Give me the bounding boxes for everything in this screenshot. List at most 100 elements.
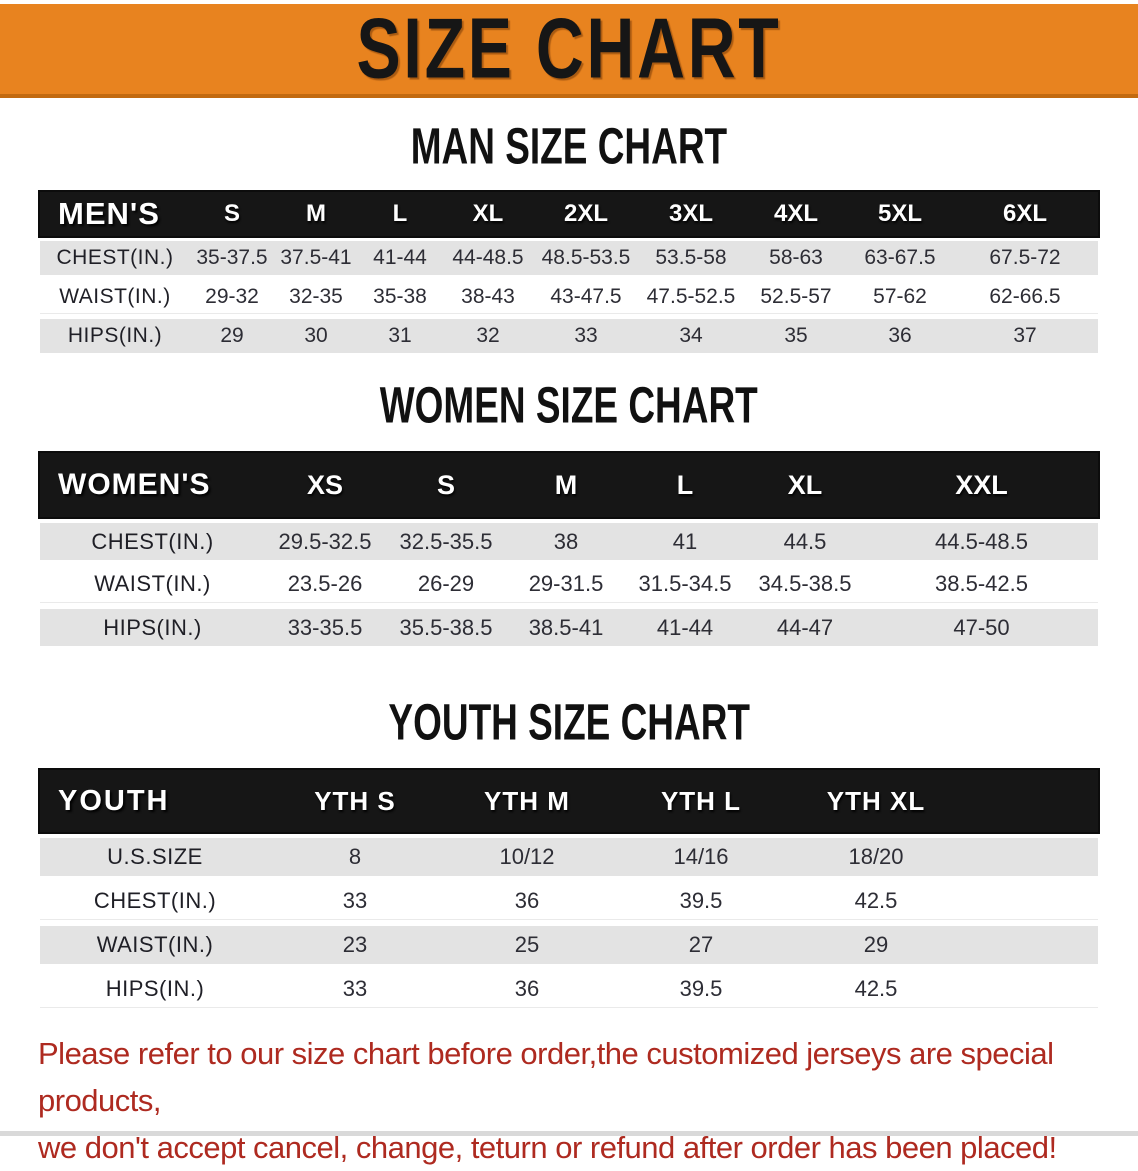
table-row: HIPS(IN.) 29 30 31 32 33 34 35 36 37 [40,319,1098,353]
row-label-cell: CHEST(IN.) [93,887,217,913]
table-title-cell: MEN'S [58,196,160,231]
value-cell: 41-44 [656,614,714,640]
value-cell: 37 [1013,324,1037,347]
value-cell: 26-29 [417,571,475,596]
value-cell: 48.5-53.5 [541,246,631,269]
value-cell: 39.5 [679,887,723,913]
value-cell: 34 [679,324,703,347]
value-cell: 27 [688,932,714,957]
value-cell: 44.5 [783,528,827,554]
value-cell: 29.5-32.5 [278,528,372,554]
size-header-cell: XL [472,200,504,227]
value-cell: 32-35 [289,284,343,308]
size-header-cell: YTH S [314,785,396,816]
banner-title: SIZE CHART [356,1,782,97]
row-label-cell: HIPS(IN.) [105,975,205,1001]
value-cell: 23 [342,932,368,957]
value-cell: 47-50 [953,614,1010,640]
table-row: HIPS(IN.) 33 36 39.5 42.5 [40,970,1098,1008]
value-cell: 25 [514,932,540,957]
men-section: MAN SIZE CHART MEN'S S M L XL 2XL 3XL 4XL 5XL 6XL… [40,119,1098,353]
youth-size-table: YOUTH YTH S YTH M YTH L YTH XL U.S.SIZE 8 10/12… [40,770,1098,1008]
row-label-cell: CHEST(IN.) [56,246,174,269]
size-header-cell: L [676,469,694,500]
table-row: U.S.SIZE 8 10/12 14/16 18/20 [40,838,1098,876]
table-row: WAIST(IN.) 29-32 32-35 35-38 38-43 43-47.5 47.… [40,280,1098,314]
row-label-cell: CHEST(IN.) [91,528,214,554]
value-cell: 32 [476,324,500,347]
row-label-cell: WAIST(IN.) [94,571,211,596]
value-cell: 8 [348,844,362,869]
size-header-cell: XS [306,469,344,500]
value-cell: 36 [514,887,540,913]
size-header-cell: 2XL [563,200,608,227]
row-label-cell: U.S.SIZE [107,844,203,869]
value-cell: 44-48.5 [452,246,524,269]
value-cell: 29-32 [205,284,259,308]
value-cell: 33 [342,975,368,1001]
youth-section-heading: YOUTH SIZE CHART [40,695,1098,752]
size-header-cell: M [306,200,326,227]
table-row: CHEST(IN.) 33 36 39.5 42.5 [40,882,1098,920]
value-cell: 62-66.5 [989,284,1061,308]
value-cell: 53.5-58 [655,246,727,269]
value-cell: 35-38 [373,284,427,308]
value-cell: 63-67.5 [864,246,936,269]
value-cell: 47.5-52.5 [646,284,736,308]
row-label-cell: HIPS(IN.) [67,324,163,347]
value-cell: 38-43 [461,284,515,308]
value-cell: 42.5 [854,975,898,1001]
value-cell: 57-62 [873,284,927,308]
value-cell: 44-47 [776,614,834,640]
value-cell: 36 [514,975,540,1001]
value-cell: 44.5-48.5 [935,528,1028,554]
value-cell: 67.5-72 [989,246,1061,269]
value-cell: 31.5-34.5 [638,571,732,596]
size-header-cell: 5XL [877,200,922,227]
table-header-row: WOMEN'S XS S M L XL XXL [40,453,1098,517]
table-row: WAIST(IN.) 23 25 27 29 [40,926,1098,964]
value-cell: 33-35.5 [287,614,363,640]
size-header-cell: YTH M [484,785,570,816]
value-cell: 38.5-42.5 [935,571,1028,596]
value-cell: 33 [342,887,368,913]
size-header-cell: 3XL [668,200,713,227]
value-cell: 32.5-35.5 [399,528,493,554]
notice-line-1: Please refer to our size chart before or… [38,1036,1054,1118]
size-header-cell: 4XL [773,200,818,227]
value-cell: 30 [304,324,328,347]
value-cell: 41-44 [373,246,427,269]
order-notice: Please refer to our size chart before or… [0,1030,1138,1171]
row-label-cell: WAIST(IN.) [59,284,171,308]
size-header-cell: S [436,469,455,500]
women-section-heading: WOMEN SIZE CHART [40,378,1098,435]
size-header-cell: YTH L [660,785,742,816]
value-cell: 39.5 [679,975,723,1001]
value-cell: 29-31.5 [528,571,604,596]
charts-content: MAN SIZE CHART MEN'S S M L XL 2XL 3XL 4XL 5XL 6XL… [0,119,1138,1008]
value-cell: 58-63 [769,246,823,269]
table-row: WAIST(IN.) 23.5-26 26-29 29-31.5 31.5-34.5 34… [40,566,1098,603]
value-cell: 41 [672,528,698,554]
value-cell: 10/12 [499,844,555,869]
row-label-cell: WAIST(IN.) [96,932,214,957]
women-section: WOMEN SIZE CHART WOMEN'S XS S M L XL XXL CHEST(… [40,378,1098,646]
value-cell: 38 [553,528,579,554]
size-header-cell: 6XL [1002,200,1047,227]
value-cell: 31 [388,324,412,347]
value-cell: 35-37.5 [196,246,268,269]
size-header-cell: XXL [955,469,1008,500]
youth-section: YOUTH SIZE CHART YOUTH YTH S YTH M YTH L YTH… [40,695,1098,1008]
table-title-cell: WOMEN'S [58,468,211,501]
table-title-cell: YOUTH [58,784,170,817]
value-cell: 43-47.5 [550,284,622,308]
value-cell: 52.5-57 [760,284,832,308]
value-cell: 29 [220,324,244,347]
banner: SIZE CHART [0,1,1138,98]
table-row: CHEST(IN.) 35-37.5 37.5-41 41-44 44-48.5 48.5… [40,241,1098,275]
value-cell: 14/16 [673,844,729,869]
row-label-cell: HIPS(IN.) [103,614,202,640]
men-section-heading: MAN SIZE CHART [40,119,1098,176]
value-cell: 37.5-41 [280,246,352,269]
